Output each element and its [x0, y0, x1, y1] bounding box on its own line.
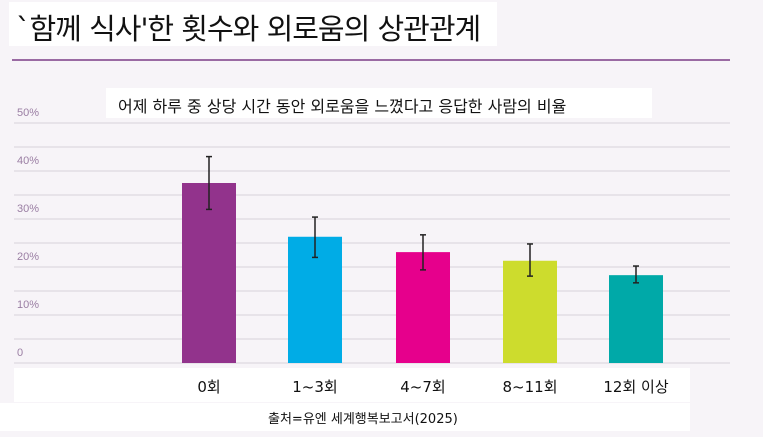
- source-note: 출처=유엔 세계행복보고서(2025): [268, 412, 458, 427]
- y-tick-label: 40%: [17, 155, 39, 167]
- source-band: [0, 403, 690, 431]
- x-tick-label: 12회 이상: [603, 378, 668, 396]
- chart-title: `함께 식사'한 횟수와 외로움의 상관관계: [16, 12, 481, 46]
- y-tick-label: 30%: [17, 203, 39, 215]
- x-tick-label: 8~11회: [503, 378, 558, 396]
- y-tick-label: 0: [17, 347, 23, 359]
- y-tick-label: 20%: [17, 251, 39, 263]
- x-axis-label-band: [14, 368, 690, 402]
- x-tick-label: 1~3회: [292, 378, 337, 396]
- subtitle-background: [106, 88, 652, 118]
- bar: [182, 183, 236, 363]
- y-tick-label: 10%: [17, 299, 39, 311]
- title-background: [9, 2, 497, 46]
- title-underline: [12, 59, 730, 61]
- bar: [503, 260, 557, 363]
- chart-subtitle: 어제 하루 중 상당 시간 동안 외로움을 느꼈다고 응답한 사람의 비율: [118, 97, 567, 116]
- x-tick-label: 4~7회: [400, 378, 445, 396]
- x-tick-label: 0회: [197, 378, 220, 396]
- bar: [609, 275, 663, 363]
- y-tick-label: 50%: [17, 107, 39, 119]
